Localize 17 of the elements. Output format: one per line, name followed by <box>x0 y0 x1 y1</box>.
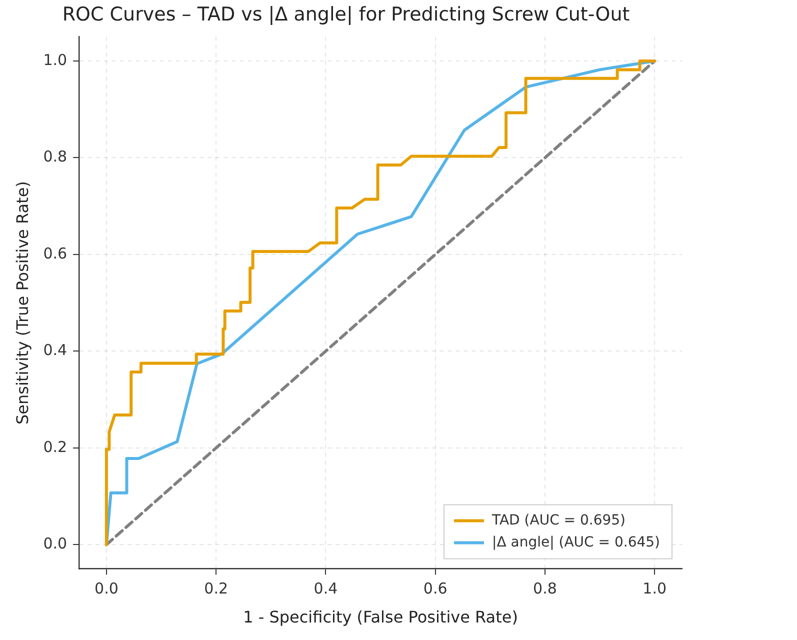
y-tick-label: 0.4 <box>43 341 68 360</box>
y-tick-label: 0.2 <box>43 438 68 456</box>
x-tick-label: 0.8 <box>533 580 557 598</box>
y-tick-label: 1.0 <box>43 50 68 69</box>
y-tick-label: 0.6 <box>43 244 68 262</box>
x-tick-label: 0.6 <box>423 580 448 598</box>
x-tick-label: 0.0 <box>94 580 118 598</box>
y-tick-label: 0.8 <box>43 148 68 166</box>
y-axis-title: Sensitivity (True Positive Rate) <box>12 181 32 424</box>
legend-label: |Δ angle| (AUC = 0.645) <box>492 534 660 550</box>
chart-title: ROC Curves – TAD vs |Δ angle| for Predicting Screw Cut-Out <box>62 3 630 26</box>
x-tick-label: 0.4 <box>314 580 338 598</box>
x-axis-title: 1 - Specificity (False Positive Rate) <box>243 608 518 627</box>
x-tick-label: 0.2 <box>204 580 228 598</box>
x-tick-label: 1.0 <box>642 580 667 598</box>
y-tick-label: 0.0 <box>43 534 68 553</box>
legend-label: TAD (AUC = 0.695) <box>491 512 626 528</box>
